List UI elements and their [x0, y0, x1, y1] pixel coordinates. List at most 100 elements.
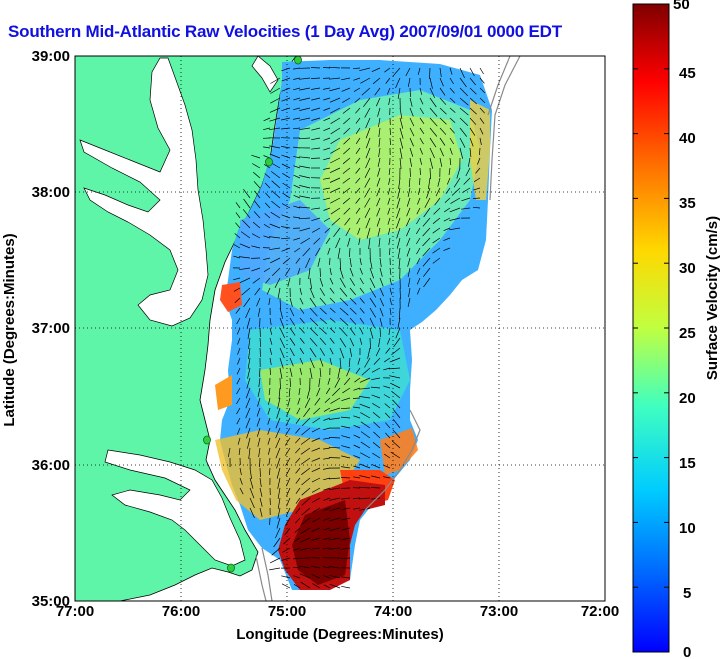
velocity-arrow [369, 327, 374, 339]
velocity-arrow [281, 154, 291, 159]
velocity-arrow [228, 447, 231, 457]
velocity-arrow [463, 177, 471, 185]
velocity-arrow [323, 497, 331, 501]
velocity-arrow [448, 167, 451, 175]
velocity-arrow [330, 207, 341, 215]
velocity-arrow [323, 427, 331, 431]
velocity-arrow [309, 297, 317, 308]
velocity-arrow [239, 487, 244, 495]
velocity-arrow [318, 377, 321, 387]
station-marker [227, 563, 235, 573]
velocity-arrow [353, 387, 361, 391]
velocity-arrow [429, 67, 431, 80]
velocity-arrow [298, 387, 301, 395]
velocity-arrow [252, 163, 261, 169]
velocity-arrow [360, 421, 371, 429]
velocity-arrow [422, 257, 431, 267]
velocity-arrow [355, 177, 361, 184]
velocity-arrow [277, 507, 281, 519]
velocity-arrow [469, 97, 477, 105]
velocity-arrow [293, 575, 301, 579]
velocity-arrow [295, 447, 301, 454]
colorbar-tick-label: 5 [683, 585, 691, 602]
velocity-arrow [392, 399, 401, 409]
velocity-arrow [327, 247, 331, 255]
velocity-arrow [432, 217, 441, 224]
velocity-arrow [281, 146, 291, 149]
velocity-arrow [355, 157, 361, 164]
velocity-arrow [281, 214, 291, 219]
velocity-arrow [323, 457, 331, 460]
velocity-arrow [352, 67, 361, 70]
velocity-arrow [300, 457, 311, 465]
velocity-arrow [450, 197, 461, 204]
velocity-arrow [469, 137, 474, 147]
velocity-arrow [329, 497, 341, 501]
velocity-arrow [371, 394, 381, 399]
velocity-arrow [235, 202, 241, 209]
velocity-arrow [311, 137, 321, 141]
velocity-arrow [279, 297, 281, 310]
velocity-arrow [405, 217, 411, 227]
velocity-arrow [475, 167, 481, 174]
velocity-arrow [311, 565, 321, 569]
velocity-arrow [268, 387, 271, 395]
velocity-arrow [311, 457, 321, 462]
velocity-arrow [286, 407, 291, 417]
velocity-arrow [379, 327, 381, 338]
velocity-arrow [323, 437, 331, 440]
velocity-arrow [299, 537, 311, 543]
velocity-arrow [389, 357, 401, 363]
velocity-arrow [236, 427, 241, 435]
velocity-arrow [269, 127, 281, 131]
velocity-arrow [236, 377, 241, 385]
velocity-arrow [277, 477, 281, 489]
colorbar-tick-label: 20 [679, 390, 696, 407]
velocity-arrow [399, 157, 402, 169]
velocity-arrow [443, 237, 451, 241]
y-tick-label: 38:00 [32, 184, 70, 201]
velocity-arrow [300, 237, 311, 244]
velocity-arrow [384, 443, 391, 449]
velocity-arrow [359, 403, 371, 409]
velocity-arrow [281, 226, 291, 229]
velocity-arrow [245, 387, 251, 399]
velocity-arrow [349, 257, 352, 267]
velocity-arrow [383, 476, 391, 479]
velocity-arrow [358, 237, 361, 245]
velocity-arrow [355, 107, 361, 114]
velocity-arrow [265, 277, 271, 284]
velocity-arrow [446, 177, 451, 185]
velocity-arrow [313, 237, 321, 245]
velocity-arrow [352, 497, 361, 499]
velocity-arrow [364, 177, 371, 188]
velocity-arrow [359, 257, 362, 265]
velocity-arrow [299, 547, 311, 551]
velocity-arrow [270, 211, 281, 219]
velocity-arrow [340, 477, 351, 479]
velocity-arrow [337, 367, 341, 379]
velocity-arrow [387, 217, 391, 225]
velocity-arrow [445, 187, 451, 194]
velocity-arrow [309, 337, 318, 347]
velocity-arrow [407, 267, 411, 277]
velocity-arrow [299, 327, 305, 334]
velocity-arrow [384, 357, 391, 363]
velocity-arrow [283, 537, 291, 545]
velocity-arrow [359, 307, 365, 314]
velocity-arrow [233, 244, 241, 249]
velocity-arrow [294, 247, 301, 253]
velocity-arrow [435, 187, 441, 197]
velocity-arrow [378, 127, 381, 137]
velocity-arrow [409, 157, 413, 167]
velocity-arrow [269, 317, 272, 325]
velocity-arrow [311, 207, 321, 210]
velocity-arrow [323, 575, 331, 579]
velocity-arrow [419, 107, 424, 115]
velocity-arrow [269, 327, 273, 335]
velocity-arrow [386, 87, 391, 95]
velocity-arrow [299, 227, 311, 232]
velocity-arrow [389, 297, 392, 305]
velocity-arrow [293, 87, 301, 91]
velocity-arrow [406, 227, 411, 237]
